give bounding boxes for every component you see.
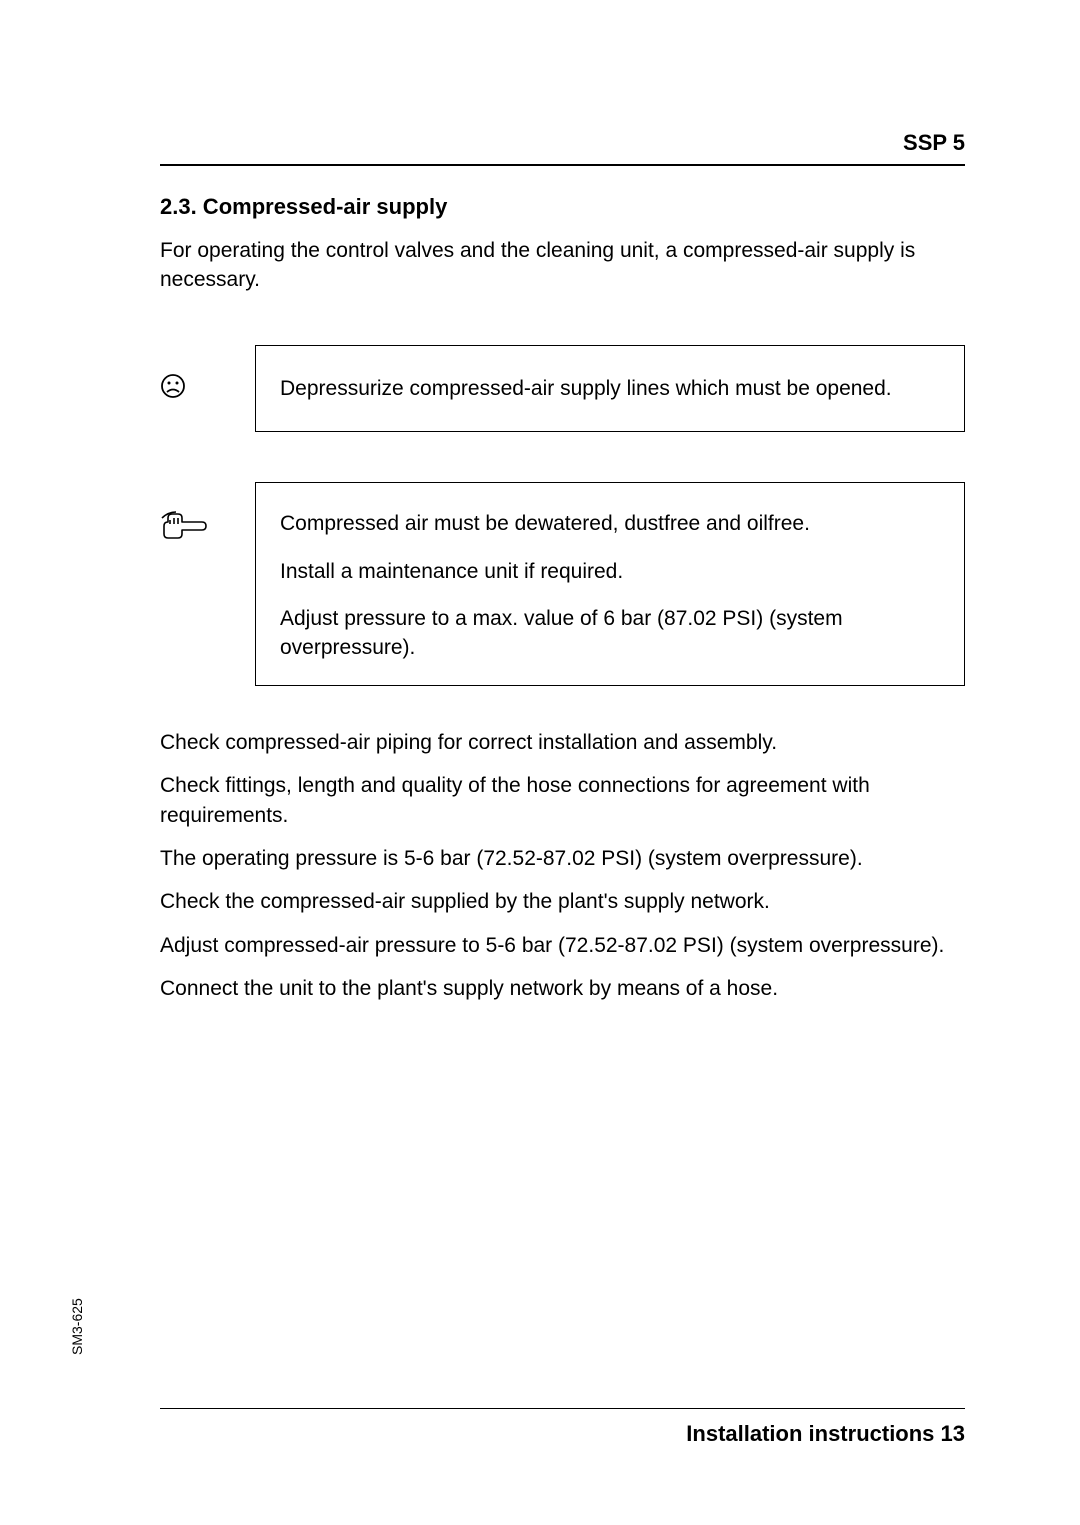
body-section: Check compressed-air piping for correct … (160, 728, 965, 1004)
warning-text: Depressurize compressed-air supply lines… (280, 377, 892, 400)
info-line-3: Adjust pressure to a max. value of 6 bar… (280, 604, 940, 663)
page-footer: Installation instructions 13 (160, 1408, 965, 1447)
footer-text: Installation instructions 13 (686, 1421, 965, 1446)
warning-box: Depressurize compressed-air supply lines… (255, 345, 965, 432)
intro-paragraph: For operating the control valves and the… (160, 236, 965, 295)
body-p3: The operating pressure is 5-6 bar (72.52… (160, 844, 965, 873)
info-line-2: Install a maintenance unit if required. (280, 557, 940, 586)
pointing-hand-icon (160, 510, 208, 548)
body-p1: Check compressed-air piping for correct … (160, 728, 965, 757)
side-label: SM3-625 (69, 1298, 85, 1355)
section-heading: 2.3. Compressed-air supply (160, 194, 965, 220)
callout-icon-column (160, 482, 255, 548)
body-p4: Check the compressed-air supplied by the… (160, 887, 965, 916)
info-box: Compressed air must be dewatered, dustfr… (255, 482, 965, 686)
body-p6: Connect the unit to the plant's supply n… (160, 974, 965, 1003)
info-line-1: Compressed air must be dewatered, dustfr… (280, 509, 940, 538)
body-p2: Check fittings, length and quality of th… (160, 771, 965, 830)
header-label: SSP 5 (160, 130, 965, 166)
sad-face-icon (160, 374, 186, 405)
info-callout: Compressed air must be dewatered, dustfr… (160, 482, 965, 686)
warning-callout: Depressurize compressed-air supply lines… (160, 345, 965, 432)
callout-icon-column (160, 345, 255, 404)
body-p5: Adjust compressed-air pressure to 5-6 ba… (160, 931, 965, 960)
